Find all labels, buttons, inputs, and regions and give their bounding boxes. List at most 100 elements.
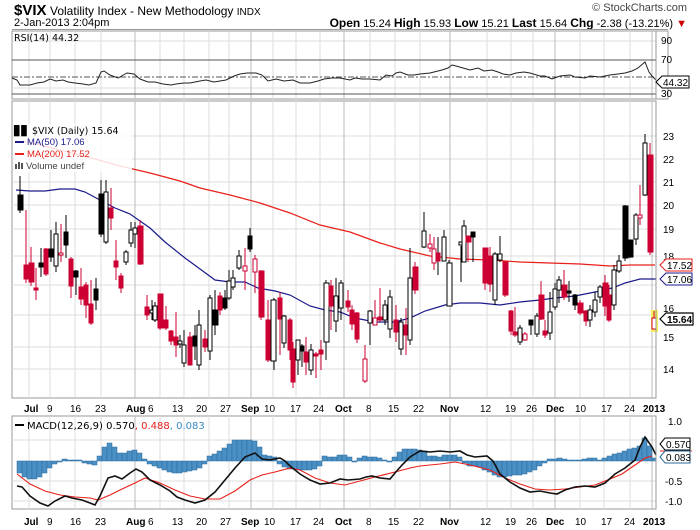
price-tick: 20 (663, 201, 675, 212)
watermark[interactable]: © StockCharts.com (592, 2, 687, 14)
x-label: 8 (366, 517, 372, 528)
volume-icon (15, 162, 23, 169)
x-label: 24 (313, 404, 325, 415)
macd-legend-signal: 0.488 (141, 421, 170, 432)
macd-legend-swatch (15, 424, 24, 426)
last-label: Last (511, 16, 537, 30)
x-label: 6 (148, 404, 154, 415)
macd-hist-tag: 0.083 (659, 450, 691, 464)
x-label: 10 (575, 517, 587, 528)
x-label: Oct (335, 517, 352, 528)
rsi-value-tag-text: 44.32 (663, 78, 688, 89)
rsi-tick: 90 (661, 36, 673, 47)
macd-legend-prefix: MACD(12,26,9) (27, 421, 103, 432)
candles (17, 134, 658, 388)
x-label: 2013 (643, 517, 666, 528)
x-label: 10 (575, 404, 587, 415)
x-label: 26 (526, 517, 538, 528)
x-label: 23 (95, 517, 107, 528)
rsi-panel: RSI(14) 44.32 90 70 30 44.32 (11, 30, 690, 100)
x-label: Aug (126, 517, 145, 528)
high-value: 15.93 (423, 18, 452, 30)
x-label: 27 (220, 517, 232, 528)
x-label: 6 (148, 517, 154, 528)
exchange: INDX (236, 7, 261, 18)
rsi-axis: 90 70 30 (655, 31, 673, 100)
x-label: 12 (480, 404, 492, 415)
macd-tick: -0.5 (665, 477, 683, 488)
price-tick: 21 (663, 178, 675, 189)
x-label: 12 (480, 517, 492, 528)
x-label: 13 (172, 404, 184, 415)
price-tick: 22 (663, 155, 675, 166)
rsi-legend: RSI(14) 44.32 (14, 33, 79, 44)
x-label: 17 (290, 517, 302, 528)
macd-axis: 1.0 -0.5 -1.0 (655, 416, 683, 509)
rsi-tick: 30 (661, 89, 673, 100)
x-label: Oct (335, 404, 352, 415)
low-label: Low (454, 16, 479, 30)
macd-signal-line (16, 455, 653, 501)
x-label: Aug (126, 404, 145, 415)
ma50-value-tag: 17.06 (659, 272, 693, 286)
macd-line (16, 435, 657, 507)
open-label: Open (329, 16, 361, 30)
x-label: 26 (526, 404, 538, 415)
x-label: 15 (388, 404, 400, 415)
rsi-value-tag: 44.32 (655, 75, 690, 89)
x-label: Sep (241, 404, 259, 415)
x-label: 9 (47, 404, 53, 415)
price-tick: 15 (663, 333, 675, 344)
price-tick: 16 (663, 304, 675, 315)
rsi-tick: 70 (661, 55, 673, 66)
price-tick: 14 (663, 365, 675, 376)
x-label: 24 (624, 517, 636, 528)
x-label: 22 (413, 404, 425, 415)
low-value: 15.21 (481, 18, 509, 30)
price-panel: ▊▊ $VIX (Daily) 15.64 MA(50) 17.06 MA(20… (11, 100, 694, 399)
x-label: Jul (24, 517, 39, 528)
x-label: 10 (264, 517, 276, 528)
x-label: 2013 (643, 404, 666, 415)
macd-tag-text: 0.570 (666, 440, 691, 451)
x-label: 17 (290, 404, 302, 415)
rsi-gridlines (12, 31, 656, 99)
macd-value-tag: 0.570 (659, 437, 692, 452)
description-text: Volatility Index - New Methodology (50, 4, 234, 18)
x-label: 17 (601, 517, 613, 528)
x-label: 20 (196, 404, 208, 415)
x-label: 23 (95, 404, 107, 415)
x-label: 8 (366, 404, 372, 415)
legend-volume: Volume undef (26, 161, 84, 172)
x-label: 24 (624, 404, 636, 415)
rsi-line (11, 61, 657, 86)
macd-legend-label: MACD(12,26,9) 0.570, 0.488, 0.083 (27, 421, 205, 432)
x-label: 19 (505, 517, 517, 528)
x-label: 24 (313, 517, 325, 528)
macd-tick: 1.0 (668, 417, 682, 428)
x-label: Jul (24, 404, 39, 415)
x-label: Nov (440, 404, 459, 415)
high-label: High (393, 16, 421, 30)
legend-price-icon: ▊▊ (13, 125, 29, 137)
chg-value: -2.38 (-13.21%) (596, 18, 674, 30)
x-label: Dec (546, 517, 565, 528)
ma200-tag-text: 17.52 (667, 261, 692, 272)
price-tick: 18 (663, 252, 675, 263)
x-label: 19 (505, 404, 517, 415)
macd-legend: MACD(12,26,9) 0.570, 0.488, 0.083 (15, 421, 205, 432)
last-price-tag: 15.64 (659, 312, 694, 326)
ma50-tag-text: 17.06 (667, 275, 692, 286)
price-tick: 19 (663, 225, 675, 236)
x-label: 16 (70, 404, 82, 415)
macd-legend-macd: 0.570 (106, 421, 135, 432)
x-label: 17 (601, 404, 613, 415)
x-axis-bottom: Jul 9 16 23 Aug 6 13 20 27 Sep 10 17 24 … (24, 517, 666, 528)
x-axis-top: Jul 9 16 23 Aug 6 13 20 27 Sep 10 17 24 … (12, 397, 666, 417)
x-label: 15 (388, 517, 400, 528)
x-label: 9 (47, 517, 53, 528)
price-tick: 23 (663, 132, 675, 143)
header-divider (12, 29, 668, 30)
macd-histogram (16, 437, 657, 480)
